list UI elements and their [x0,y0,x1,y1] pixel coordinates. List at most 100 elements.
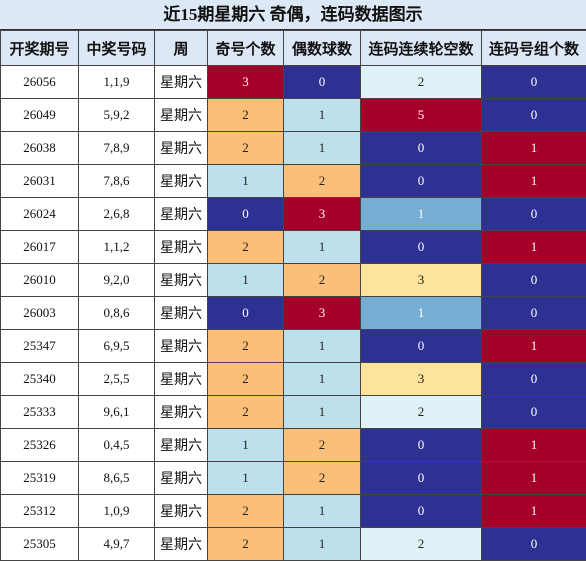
cell-odd-count: 2 [208,99,284,132]
cell-consecutive-groups: 1 [482,165,586,198]
cell-numbers: 1,0,9 [79,495,155,528]
cell-odd-count: 2 [208,330,284,363]
cell-consecutive-groups: 0 [482,99,586,132]
cell-even-count: 2 [284,429,361,462]
cell-consecutive-gap: 1 [361,297,482,330]
cell-consecutive-groups: 1 [482,462,586,495]
cell-even-count: 1 [284,132,361,165]
cell-numbers: 1,1,9 [79,66,155,99]
cell-numbers: 9,6,1 [79,396,155,429]
header-consecutive-groups: 连码号组个数 [482,31,586,66]
cell-even-count: 3 [284,198,361,231]
header-odd-count: 奇号个数 [208,31,284,66]
cell-week: 星期六 [155,198,208,231]
cell-consecutive-gap: 0 [361,429,482,462]
cell-odd-count: 1 [208,462,284,495]
data-table: 开奖期号 中奖号码 周 奇号个数 偶数球数 连码连续轮空数 连码号组个数 260… [0,30,586,561]
cell-odd-count: 2 [208,528,284,561]
cell-issue: 26010 [1,264,79,297]
cell-consecutive-gap: 2 [361,66,482,99]
cell-even-count: 2 [284,165,361,198]
cell-consecutive-groups: 0 [482,264,586,297]
cell-even-count: 1 [284,396,361,429]
cell-consecutive-gap: 2 [361,528,482,561]
cell-numbers: 5,9,2 [79,99,155,132]
cell-consecutive-groups: 0 [482,363,586,396]
header-week: 周 [155,31,208,66]
cell-numbers: 2,5,5 [79,363,155,396]
header-numbers: 中奖号码 [79,31,155,66]
cell-issue: 26024 [1,198,79,231]
header-issue: 开奖期号 [1,31,79,66]
cell-issue: 25333 [1,396,79,429]
cell-week: 星期六 [155,132,208,165]
header-even-count: 偶数球数 [284,31,361,66]
cell-issue: 25326 [1,429,79,462]
cell-numbers: 2,6,8 [79,198,155,231]
cell-even-count: 1 [284,330,361,363]
cell-even-count: 1 [284,231,361,264]
cell-week: 星期六 [155,330,208,363]
cell-consecutive-groups: 0 [482,66,586,99]
cell-consecutive-groups: 0 [482,297,586,330]
cell-consecutive-groups: 1 [482,231,586,264]
cell-numbers: 9,2,0 [79,264,155,297]
cell-consecutive-gap: 0 [361,132,482,165]
cell-consecutive-groups: 1 [482,330,586,363]
cell-odd-count: 1 [208,264,284,297]
cell-numbers: 1,1,2 [79,231,155,264]
cell-numbers: 7,8,9 [79,132,155,165]
cell-even-count: 3 [284,297,361,330]
cell-odd-count: 3 [208,66,284,99]
cell-odd-count: 2 [208,231,284,264]
header-consecutive-gap: 连码连续轮空数 [361,31,482,66]
cell-even-count: 1 [284,363,361,396]
cell-week: 星期六 [155,264,208,297]
cell-odd-count: 0 [208,297,284,330]
cell-consecutive-gap: 2 [361,396,482,429]
cell-odd-count: 0 [208,198,284,231]
cell-even-count: 1 [284,99,361,132]
cell-issue: 25340 [1,363,79,396]
cell-odd-count: 2 [208,363,284,396]
cell-even-count: 1 [284,495,361,528]
cell-consecutive-groups: 0 [482,528,586,561]
cell-issue: 25312 [1,495,79,528]
cell-even-count: 1 [284,528,361,561]
cell-even-count: 0 [284,66,361,99]
cell-odd-count: 2 [208,132,284,165]
page-title: 近15期星期六 奇偶，连码数据图示 [0,0,586,30]
cell-consecutive-gap: 0 [361,231,482,264]
cell-odd-count: 2 [208,396,284,429]
cell-consecutive-groups: 1 [482,429,586,462]
cell-week: 星期六 [155,297,208,330]
cell-week: 星期六 [155,462,208,495]
cell-consecutive-gap: 0 [361,330,482,363]
cell-numbers: 7,8,6 [79,165,155,198]
cell-issue: 25319 [1,462,79,495]
cell-issue: 25305 [1,528,79,561]
cell-numbers: 4,9,7 [79,528,155,561]
cell-consecutive-groups: 0 [482,396,586,429]
cell-odd-count: 2 [208,495,284,528]
cell-issue: 25347 [1,330,79,363]
cell-issue: 26031 [1,165,79,198]
cell-consecutive-groups: 0 [482,198,586,231]
cell-consecutive-gap: 0 [361,165,482,198]
cell-numbers: 6,9,5 [79,330,155,363]
cell-numbers: 0,4,5 [79,429,155,462]
